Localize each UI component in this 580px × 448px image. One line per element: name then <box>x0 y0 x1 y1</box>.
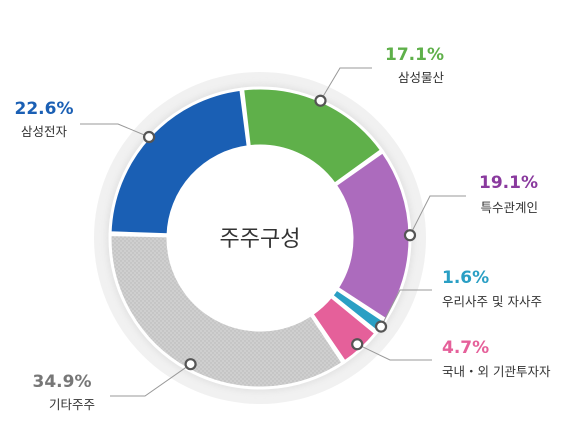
leader-line-4 <box>110 363 191 397</box>
slice-marker-0 <box>314 94 327 107</box>
leader-line-1 <box>409 195 466 236</box>
slice-value-label: 34.9% <box>33 372 92 392</box>
slice-category-label: 우리사주 및 자사주 <box>442 294 542 309</box>
chart-title: 주주구성 <box>220 227 301 252</box>
slice-marker-5 <box>142 130 156 144</box>
slice-category-label: 삼성전자 <box>21 124 68 139</box>
leader-line-2 <box>380 289 432 327</box>
slice-marker-3 <box>351 338 364 351</box>
slice-category-label: 국내・외 기관투자자 <box>442 364 551 379</box>
slice-marker-1 <box>403 229 417 242</box>
leader-line-5 <box>80 123 150 138</box>
slice-value-label: 17.1% <box>385 45 444 65</box>
leader-line-0 <box>320 67 372 101</box>
donut-hole <box>168 146 352 330</box>
slice-category-label: 기타주주 <box>49 397 95 412</box>
leader-line-3 <box>356 343 432 361</box>
callouts: 17.1% 삼성물산 19.1% 특수관계인 1.6% 우리사주 및 자사주 4.7% 국내・… <box>15 45 551 412</box>
slice-value-label: 4.7% <box>442 338 489 358</box>
slice-marker-4 <box>184 358 197 371</box>
slice-marker-2 <box>374 320 388 333</box>
slice-value-label: 22.6% <box>15 99 74 119</box>
slice-category-label: 삼성물산 <box>398 70 445 85</box>
slice-category-label: 특수관계인 <box>480 200 538 215</box>
slice-value-label: 1.6% <box>442 268 489 288</box>
slice-value-label: 19.1% <box>479 173 538 193</box>
